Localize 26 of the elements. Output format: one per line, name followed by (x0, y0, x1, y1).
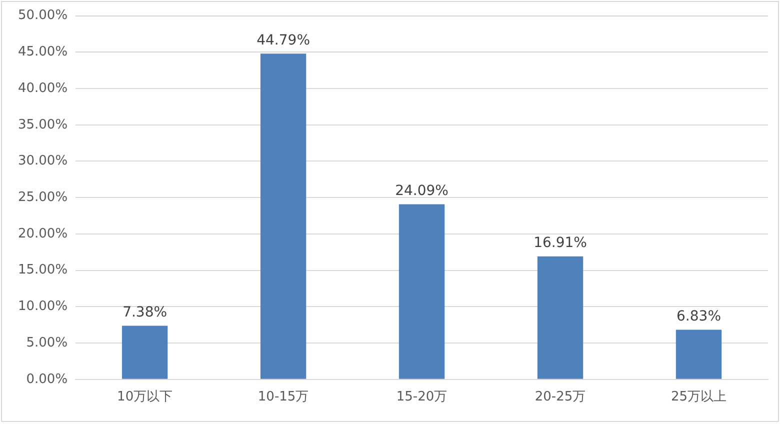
y-tick-label: 10.00% (18, 299, 68, 314)
bar (676, 330, 722, 379)
y-tick-label: 45.00% (18, 44, 68, 60)
data-label: 16.91% (534, 235, 587, 252)
y-tick-label: 30.00% (18, 154, 68, 169)
x-tick-label: 10万以下 (117, 390, 173, 405)
bar (398, 204, 445, 379)
bar (260, 54, 306, 379)
x-tick-label: 25万以上 (670, 390, 727, 405)
y-tick-label: 50.00% (18, 8, 68, 24)
x-tick-label: 20-25万 (534, 390, 586, 405)
data-label: 24.09% (395, 182, 448, 199)
y-tick-label: 5.00% (26, 335, 68, 350)
y-tick-label: 15.00% (18, 262, 68, 278)
y-tick-label: 20.00% (18, 226, 68, 242)
x-tick-label: 10-15万 (258, 390, 309, 405)
y-tick-label: 40.00% (18, 80, 68, 96)
y-tick-label: 25.00% (18, 190, 68, 205)
y-tick-label: 35.00% (18, 117, 68, 132)
data-label: 7.38% (122, 304, 168, 320)
bar (537, 256, 584, 379)
y-tick-label: 0.00% (26, 372, 68, 387)
data-label: 6.83% (676, 308, 721, 324)
bar (122, 326, 168, 379)
x-tick-label: 15-20万 (396, 390, 448, 405)
data-label: 44.79% (256, 32, 310, 48)
